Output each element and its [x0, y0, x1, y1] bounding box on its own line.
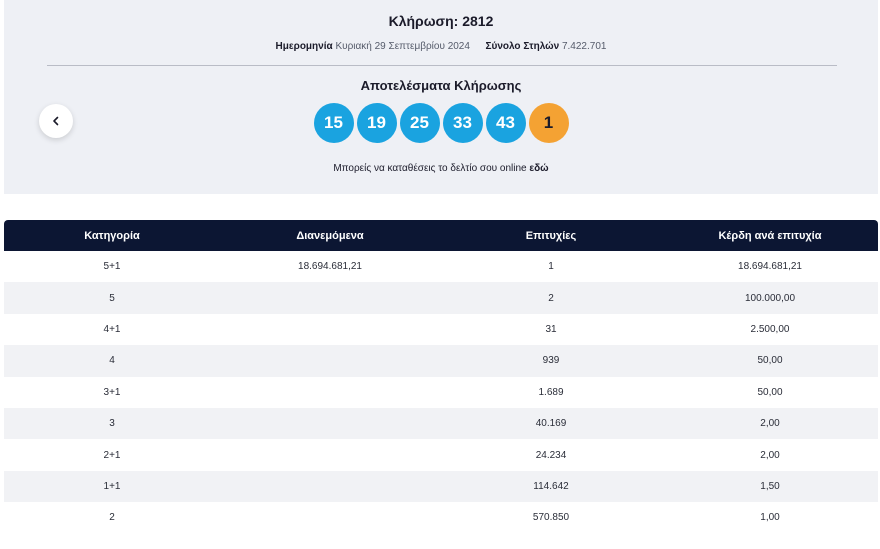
cell-distributed — [220, 502, 440, 534]
cell-winners: 24.234 — [440, 439, 662, 471]
date-value: Κυριακή 29 Σεπτεμβρίου 2024 — [335, 41, 470, 52]
cell-winners: 1 — [440, 251, 662, 283]
number-ball: 19 — [356, 103, 397, 143]
cell-category: 4 — [4, 345, 220, 377]
prize-table: Κατηγορία Διανεμόμενα Επιτυχίες Κέρδη αν… — [4, 220, 878, 534]
cell-distributed — [220, 345, 440, 377]
online-prompt: Μπορείς να καταθέσεις το δελτίο σου onli… — [4, 163, 878, 174]
table-row: 4+1 31 2.500,00 — [4, 313, 878, 346]
cell-prize: 100.000,00 — [662, 282, 878, 314]
cell-winners: 570.850 — [440, 502, 662, 534]
header-winners: Επιτυχίες — [440, 220, 662, 251]
table-row: 4 939 50,00 — [4, 345, 878, 377]
table-row: 1+1 114.642 1,50 — [4, 470, 878, 503]
table-row: 3 40.169 2,00 — [4, 407, 878, 440]
cell-distributed — [220, 439, 440, 471]
cell-category: 5+1 — [4, 251, 220, 283]
cell-prize: 2.500,00 — [662, 313, 878, 346]
previous-draw-button[interactable] — [39, 104, 73, 138]
winning-numbers: 15 19 25 33 43 1 — [4, 103, 878, 143]
draw-title: Κλήρωση: 2812 — [388, 13, 494, 29]
cell-prize: 18.694.681,21 — [662, 251, 878, 283]
table-row: 5+1 18.694.681,21 1 18.694.681,21 — [4, 251, 878, 283]
cell-category: 1+1 — [4, 470, 220, 503]
cell-prize: 2,00 — [662, 439, 878, 471]
cell-winners: 114.642 — [440, 470, 662, 503]
cell-prize: 1,50 — [662, 470, 878, 503]
cell-category: 2+1 — [4, 439, 220, 471]
table-row: 2+1 24.234 2,00 — [4, 439, 878, 471]
table-body: 5+1 18.694.681,21 1 18.694.681,21 5 2 100.000,… — [4, 251, 878, 534]
number-ball: 43 — [485, 103, 526, 143]
cell-distributed — [220, 313, 440, 346]
cell-category: 3+1 — [4, 376, 220, 408]
draw-meta: Ημερομηνία Κυριακή 29 Σεπτεμβρίου 2024 Σ… — [4, 41, 878, 52]
number-ball: 25 — [399, 103, 440, 143]
number-ball: 15 — [313, 103, 354, 143]
cell-distributed — [220, 376, 440, 408]
cell-prize: 50,00 — [662, 345, 878, 377]
online-prompt-text: Μπορείς να καταθέσεις το δελτίο σου onli… — [333, 163, 527, 174]
cell-category: 4+1 — [4, 313, 220, 346]
cell-winners: 2 — [440, 282, 662, 314]
cell-winners: 1.689 — [440, 376, 662, 408]
columns-label: Σύνολο Στηλών — [485, 41, 560, 52]
chevron-left-icon — [53, 116, 59, 126]
online-link[interactable]: εδώ — [529, 163, 549, 174]
cell-distributed: 18.694.681,21 — [220, 251, 440, 283]
table-row: 2 570.850 1,00 — [4, 502, 878, 534]
joker-ball: 1 — [528, 103, 569, 143]
header-prize: Κέρδη ανά επιτυχία — [662, 220, 878, 251]
table-row: 3+1 1.689 50,00 — [4, 376, 878, 408]
number-ball: 33 — [442, 103, 483, 143]
cell-distributed — [220, 407, 440, 440]
header-distributed: Διανεμόμενα — [220, 220, 440, 251]
cell-prize: 1,00 — [662, 502, 878, 534]
cell-prize: 50,00 — [662, 376, 878, 408]
results-title: Αποτελέσματα Κλήρωσης — [360, 78, 522, 93]
columns-value: 7.422.701 — [561, 41, 607, 52]
header-category: Κατηγορία — [4, 220, 220, 251]
cell-category: 5 — [4, 282, 220, 314]
cell-category: 3 — [4, 407, 220, 440]
table-row: 5 2 100.000,00 — [4, 282, 878, 314]
cell-prize: 2,00 — [662, 407, 878, 440]
cell-winners: 939 — [440, 345, 662, 377]
cell-winners: 31 — [440, 313, 662, 346]
cell-winners: 40.169 — [440, 407, 662, 440]
divider — [47, 65, 837, 66]
cell-distributed — [220, 470, 440, 503]
draw-info-panel: Κλήρωση: 2812 Ημερομηνία Κυριακή 29 Σεπτ… — [4, 0, 878, 194]
date-label: Ημερομηνία — [275, 41, 333, 52]
cell-category: 2 — [4, 502, 220, 534]
cell-distributed — [220, 282, 440, 314]
table-header-row: Κατηγορία Διανεμόμενα Επιτυχίες Κέρδη αν… — [4, 220, 878, 251]
